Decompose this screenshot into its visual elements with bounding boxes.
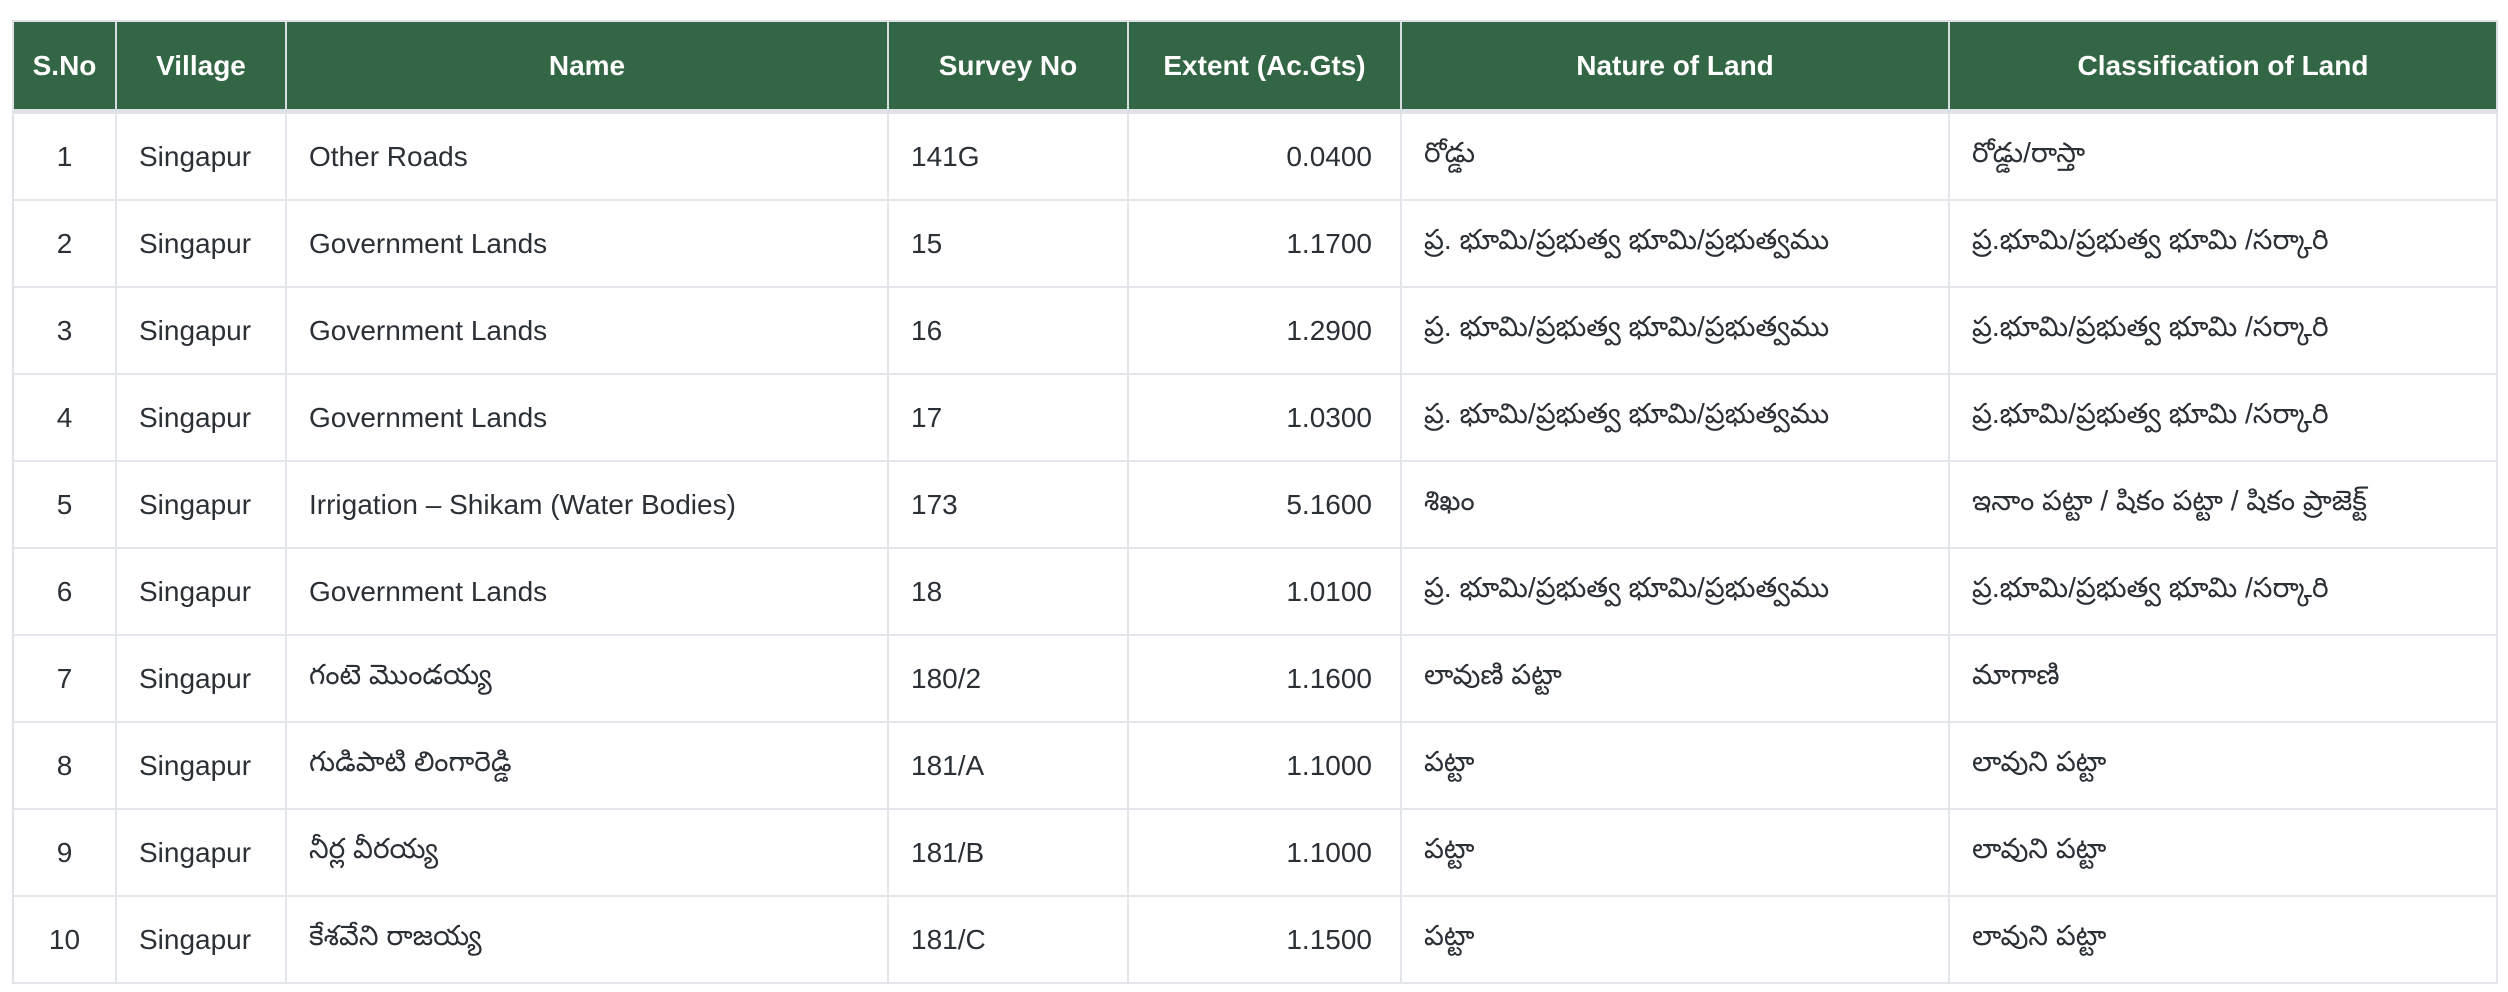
cell-extent: 1.1500 — [1129, 897, 1402, 984]
cell-survey_no: 16 — [889, 288, 1129, 375]
cell-nature: ప్ర. భూమి/ప్రభుత్వ భూమి/ప్రభుత్వము — [1402, 375, 1950, 462]
cell-village: Singapur — [117, 375, 287, 462]
cell-sno: 7 — [14, 636, 117, 723]
cell-extent: 1.1700 — [1129, 201, 1402, 288]
cell-extent: 1.1000 — [1129, 723, 1402, 810]
table-row: 8 Singapur గుడిపాటి లింగారెడ్డి 181/A 1.1000… — [14, 723, 2498, 810]
table-row: 5 Singapur Irrigation – Shikam (Water Bodi… — [14, 462, 2498, 549]
cell-sno: 1 — [14, 114, 117, 201]
cell-classification: లావుని పట్టా — [1950, 810, 2498, 897]
cell-survey_no: 180/2 — [889, 636, 1129, 723]
cell-sno: 6 — [14, 549, 117, 636]
cell-name: గుడిపాటి లింగారెడ్డి — [287, 723, 889, 810]
cell-nature: ప్ర. భూమి/ప్రభుత్వ భూమి/ప్రభుత్వము — [1402, 288, 1950, 375]
cell-village: Singapur — [117, 897, 287, 984]
cell-classification: ప్ర.భూమి/ప్రభుత్వ భూమి /సర్కారి — [1950, 288, 2498, 375]
cell-nature: పట్టా — [1402, 810, 1950, 897]
table-row: 2 Singapur Government Lands 15 1.1700 ప్ర. భూ… — [14, 201, 2498, 288]
table-row: 4 Singapur Government Lands 17 1.0300 ప్ర. భూ… — [14, 375, 2498, 462]
cell-village: Singapur — [117, 201, 287, 288]
cell-sno: 3 — [14, 288, 117, 375]
cell-sno: 9 — [14, 810, 117, 897]
cell-sno: 5 — [14, 462, 117, 549]
column-header-village: Village — [117, 22, 287, 114]
cell-sno: 4 — [14, 375, 117, 462]
cell-sno: 10 — [14, 897, 117, 984]
cell-nature: ప్ర. భూమి/ప్రభుత్వ భూమి/ప్రభుత్వము — [1402, 549, 1950, 636]
cell-village: Singapur — [117, 549, 287, 636]
cell-nature: పట్టా — [1402, 897, 1950, 984]
cell-village: Singapur — [117, 810, 287, 897]
cell-sno: 2 — [14, 201, 117, 288]
cell-nature: ప్ర. భూమి/ప్రభుత్వ భూమి/ప్రభుత్వము — [1402, 201, 1950, 288]
table-row: 6 Singapur Government Lands 18 1.0100 ప్ర. భూ… — [14, 549, 2498, 636]
cell-classification: లావుని పట్టా — [1950, 723, 2498, 810]
cell-survey_no: 15 — [889, 201, 1129, 288]
cell-extent: 1.0300 — [1129, 375, 1402, 462]
cell-classification: ప్ర.భూమి/ప్రభుత్వ భూమి /సర్కారి — [1950, 375, 2498, 462]
table-row: 10 Singapur కేశవేని రాజయ్య 181/C 1.1500 పట్టా… — [14, 897, 2498, 984]
cell-classification: రోడ్డు/రాస్తా — [1950, 114, 2498, 201]
cell-nature: లావుణి పట్టా — [1402, 636, 1950, 723]
table-row: 7 Singapur గంటె మొండయ్య 180/2 1.1600 లావుణి ప… — [14, 636, 2498, 723]
cell-name: Government Lands — [287, 201, 889, 288]
cell-village: Singapur — [117, 114, 287, 201]
cell-village: Singapur — [117, 723, 287, 810]
cell-survey_no: 181/A — [889, 723, 1129, 810]
cell-extent: 0.0400 — [1129, 114, 1402, 201]
table-row: 3 Singapur Government Lands 16 1.2900 ప్ర. భూ… — [14, 288, 2498, 375]
cell-nature: శిఖం — [1402, 462, 1950, 549]
cell-name: నీర్ల వీరయ్య — [287, 810, 889, 897]
cell-classification: ఇనాం పట్టా / షికం పట్టా / షికం ప్రాజెక్ట… — [1950, 462, 2498, 549]
cell-name: Government Lands — [287, 549, 889, 636]
cell-extent: 1.1000 — [1129, 810, 1402, 897]
cell-name: Irrigation – Shikam (Water Bodies) — [287, 462, 889, 549]
cell-name: కేశవేని రాజయ్య — [287, 897, 889, 984]
cell-name: Government Lands — [287, 375, 889, 462]
cell-sno: 8 — [14, 723, 117, 810]
cell-village: Singapur — [117, 288, 287, 375]
column-header-nature: Nature of Land — [1402, 22, 1950, 114]
table-row: 1 Singapur Other Roads 141G 0.0400 రోడ్డు రోడ్… — [14, 114, 2498, 201]
cell-survey_no: 181/B — [889, 810, 1129, 897]
table-row: 9 Singapur నీర్ల వీరయ్య 181/B 1.1000 పట్టా లావ… — [14, 810, 2498, 897]
cell-classification: లావుని పట్టా — [1950, 897, 2498, 984]
column-header-name: Name — [287, 22, 889, 114]
cell-extent: 1.0100 — [1129, 549, 1402, 636]
cell-extent: 1.2900 — [1129, 288, 1402, 375]
cell-name: Government Lands — [287, 288, 889, 375]
column-header-survey_no: Survey No — [889, 22, 1129, 114]
cell-survey_no: 141G — [889, 114, 1129, 201]
land-records-table: S.No Village Name Survey No Extent (Ac.Gts) N… — [12, 20, 2498, 984]
cell-nature: పట్టా — [1402, 723, 1950, 810]
column-header-sno: S.No — [14, 22, 117, 114]
cell-nature: రోడ్డు — [1402, 114, 1950, 201]
column-header-classification: Classification of Land — [1950, 22, 2498, 114]
table-header-row: S.No Village Name Survey No Extent (Ac.Gts) N… — [14, 22, 2498, 114]
cell-name: గంటె మొండయ్య — [287, 636, 889, 723]
cell-classification: ప్ర.భూమి/ప్రభుత్వ భూమి /సర్కారి — [1950, 549, 2498, 636]
cell-survey_no: 173 — [889, 462, 1129, 549]
cell-classification: ప్ర.భూమి/ప్రభుత్వ భూమి /సర్కారి — [1950, 201, 2498, 288]
cell-survey_no: 18 — [889, 549, 1129, 636]
cell-survey_no: 17 — [889, 375, 1129, 462]
cell-extent: 1.1600 — [1129, 636, 1402, 723]
cell-extent: 5.1600 — [1129, 462, 1402, 549]
cell-survey_no: 181/C — [889, 897, 1129, 984]
cell-name: Other Roads — [287, 114, 889, 201]
column-header-extent: Extent (Ac.Gts) — [1129, 22, 1402, 114]
cell-classification: మాగాణి — [1950, 636, 2498, 723]
cell-village: Singapur — [117, 462, 287, 549]
cell-village: Singapur — [117, 636, 287, 723]
